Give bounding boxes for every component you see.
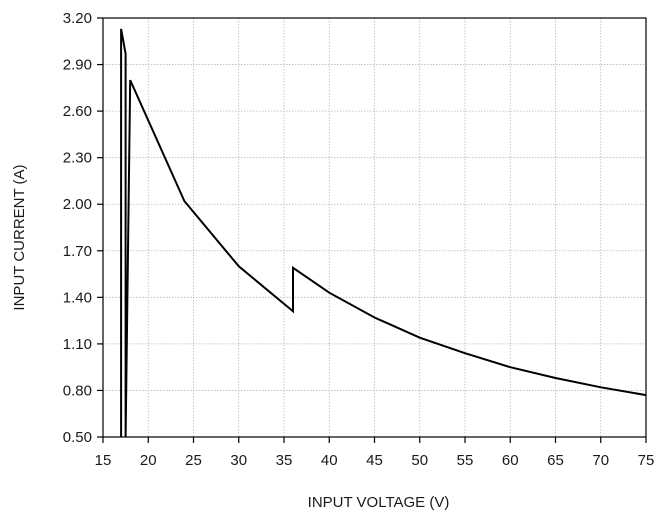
y-tick-label: 1.40 xyxy=(63,289,92,306)
grid-lines xyxy=(103,18,646,437)
x-tick-label: 50 xyxy=(411,452,428,469)
y-axis-title: INPUT CURRENT (A) xyxy=(11,164,28,310)
x-axis-title: INPUT VOLTAGE (V) xyxy=(308,494,450,511)
y-axis-ticks: 0.50 0.80 1.10 1.40 1.70 2.00 2.30 2.60 2.90 3.20 xyxy=(63,10,103,446)
y-tick-label: 2.30 xyxy=(63,150,92,167)
input-current-series-line xyxy=(120,28,647,438)
plot-frame xyxy=(102,17,647,438)
x-tick-label: 30 xyxy=(230,452,247,469)
x-tick-label: 55 xyxy=(457,452,474,469)
x-tick-label: 45 xyxy=(366,452,383,469)
y-tick-label: 2.60 xyxy=(63,103,92,120)
x-tick-label: 20 xyxy=(140,452,157,469)
y-tick-label: 1.10 xyxy=(63,336,92,353)
x-tick-label: 35 xyxy=(276,452,293,469)
x-tick-label: 15 xyxy=(95,452,112,469)
x-tick-label: 70 xyxy=(592,452,609,469)
x-tick-label: 60 xyxy=(502,452,519,469)
series-layer xyxy=(120,28,647,438)
y-tick-label: 3.20 xyxy=(63,10,92,27)
x-tick-label: 40 xyxy=(321,452,338,469)
x-tick-label: 25 xyxy=(185,452,202,469)
y-tick-label: 2.90 xyxy=(63,57,92,74)
x-tick-label: 65 xyxy=(547,452,564,469)
y-tick-label: 0.50 xyxy=(63,429,92,446)
x-tick-label: 75 xyxy=(638,452,655,469)
x-axis-ticks: 15 20 25 30 35 40 45 50 55 60 65 70 75 xyxy=(95,437,655,469)
y-tick-label: 2.00 xyxy=(63,196,92,213)
y-tick-label: 1.70 xyxy=(63,243,92,260)
y-tick-label: 0.80 xyxy=(63,382,92,399)
